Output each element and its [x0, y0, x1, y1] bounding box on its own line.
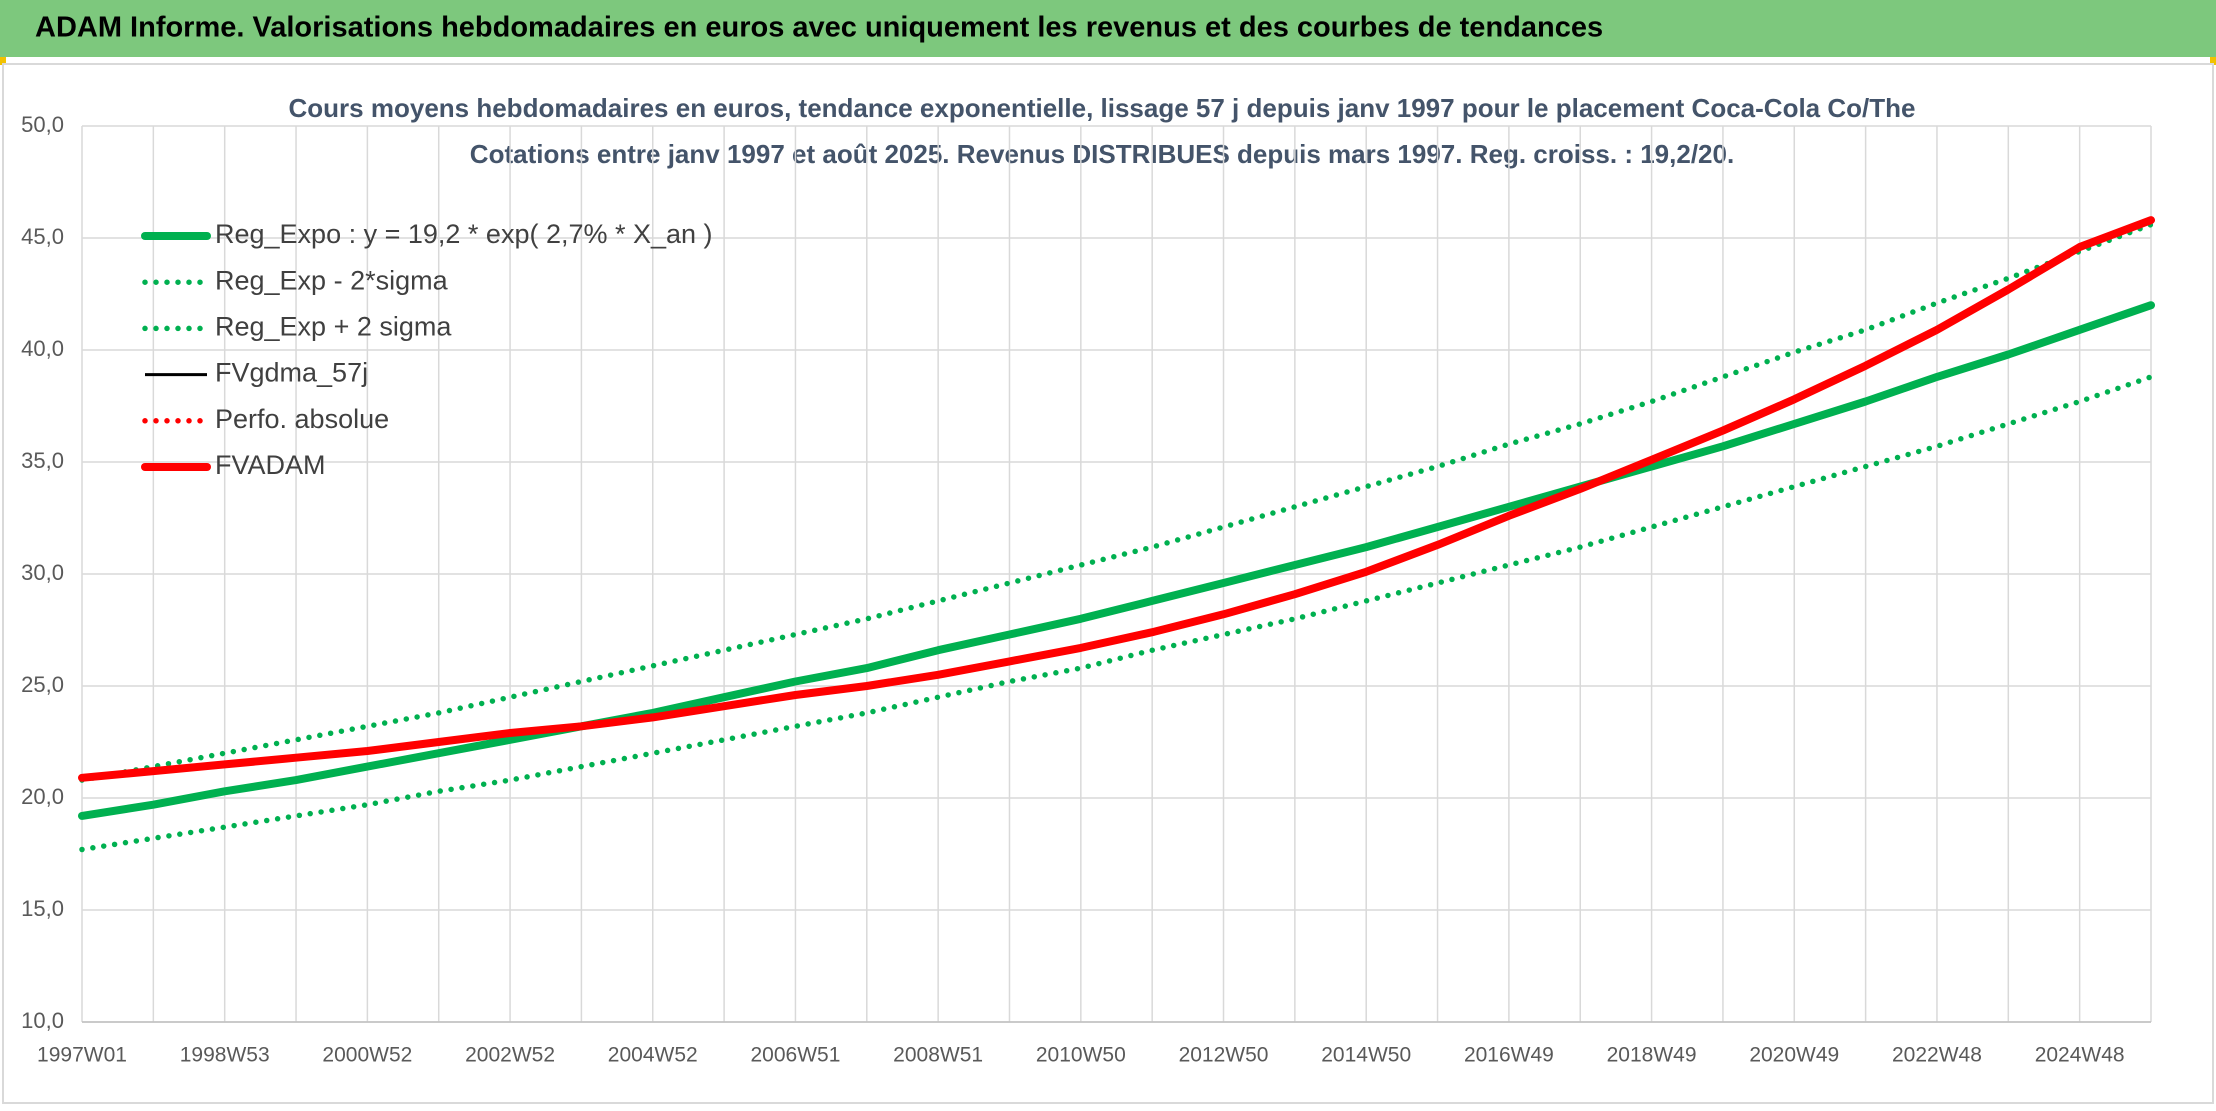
corner	[0, 57, 6, 65]
y-tick-label: 10,0	[21, 1008, 64, 1033]
header-title: ADAM Informe. Valorisations hebdomadaire…	[35, 12, 1603, 44]
series-line	[78, 216, 2155, 782]
chart-frame	[2, 63, 2214, 1104]
legend-label: FVgdma_57j	[215, 358, 368, 388]
x-tick-label: 2006W51	[750, 1044, 840, 1067]
y-tick-label: 30,0	[21, 560, 64, 585]
y-tick-label: 25,0	[21, 672, 64, 697]
y-tick-label: 15,0	[21, 896, 64, 921]
x-tick-label: 2024W48	[2035, 1044, 2125, 1067]
x-tick-label: 2020W49	[1749, 1044, 1839, 1067]
series-line	[78, 301, 2155, 820]
series-line	[79, 374, 2154, 853]
x-tick-label: 2018W49	[1607, 1044, 1697, 1067]
legend-label: FVADAM	[215, 450, 326, 480]
x-tick-label: 1998W53	[180, 1044, 270, 1067]
x-tick-label: 1997W01	[37, 1044, 127, 1067]
x-tick-label: 2010W50	[1036, 1044, 1126, 1067]
legend-label: Perfo. absolue	[215, 404, 389, 434]
y-tick-label: 20,0	[21, 784, 64, 809]
series-line	[79, 221, 2154, 783]
corner	[2210, 57, 2216, 65]
chart-title: Cours moyens hebdomadaires en euros, ten…	[289, 93, 1916, 123]
y-tick-label: 45,0	[21, 224, 64, 249]
y-tick-label: 40,0	[21, 336, 64, 361]
legend-label: Reg_Expo : y = 19,2 * exp( 2,7% * X_an )	[215, 219, 713, 249]
x-tick-label: 2014W50	[1321, 1044, 1411, 1067]
x-tick-label: 2004W52	[608, 1044, 698, 1067]
y-tick-label: 50,0	[21, 112, 64, 137]
legend-label: Reg_Exp - 2*sigma	[215, 265, 449, 295]
x-tick-label: 2000W52	[322, 1044, 412, 1067]
x-tick-label: 2008W51	[893, 1044, 983, 1067]
header-band	[0, 0, 2216, 57]
legend-label: Reg_Exp + 2 sigma	[215, 312, 452, 342]
x-tick-label: 2022W48	[1892, 1044, 1982, 1067]
y-tick-label: 35,0	[21, 448, 64, 473]
chart-subtitle: Cotations entre janv 1997 et août 2025. …	[470, 139, 1734, 169]
x-tick-label: 2016W49	[1464, 1044, 1554, 1067]
x-tick-label: 2002W52	[465, 1044, 555, 1067]
x-tick-label: 2012W50	[1179, 1044, 1269, 1067]
